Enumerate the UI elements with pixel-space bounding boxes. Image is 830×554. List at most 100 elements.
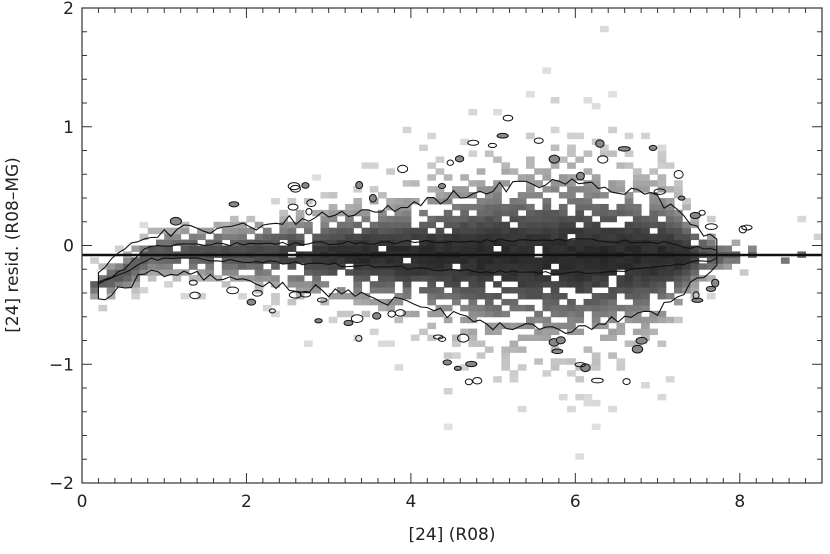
density-cell — [427, 293, 437, 300]
density-cell — [180, 227, 190, 235]
density-cell — [526, 221, 535, 229]
density-cell — [328, 293, 338, 300]
density-cell — [254, 239, 264, 246]
density-cell — [336, 239, 346, 246]
density-cell — [279, 257, 289, 264]
density-cell — [476, 263, 486, 270]
density-cell — [394, 269, 404, 276]
density-cell — [279, 209, 289, 217]
density-cell — [509, 298, 519, 306]
density-cell — [493, 293, 502, 300]
density-cell — [567, 186, 576, 193]
density-cell — [649, 168, 659, 175]
density-cell — [600, 322, 609, 330]
density-cell — [493, 263, 502, 270]
density-cell — [378, 192, 387, 199]
density-cell — [542, 174, 552, 181]
density-cell — [394, 203, 404, 211]
density-cell — [567, 310, 576, 318]
density-cell — [304, 269, 313, 276]
density-cell — [427, 215, 437, 223]
density-cell — [665, 263, 675, 270]
density-cell — [641, 281, 650, 288]
density-cell — [402, 269, 412, 276]
contour-island — [622, 378, 631, 385]
density-cell — [484, 263, 494, 270]
density-cell — [312, 263, 321, 270]
density-cell — [665, 227, 675, 235]
density-cell — [517, 203, 527, 211]
density-cell — [600, 293, 609, 300]
density-cell — [501, 275, 511, 282]
density-cell — [493, 310, 502, 318]
density-cell — [509, 340, 519, 347]
density-cell — [312, 174, 321, 181]
density-cell — [509, 346, 519, 353]
density-cell — [575, 156, 585, 163]
density-cell — [591, 209, 601, 217]
density-cell — [460, 257, 469, 264]
density-cell — [328, 257, 338, 264]
density-cell — [238, 221, 247, 229]
density-cell — [221, 245, 231, 252]
density-cell — [279, 215, 289, 223]
density-cell — [591, 281, 601, 288]
density-cell — [369, 287, 379, 294]
density-cell — [517, 245, 527, 252]
density-cell — [608, 257, 617, 264]
density-cell — [287, 233, 297, 241]
density-cell — [320, 192, 330, 199]
density-cell — [542, 275, 552, 282]
density-cell — [452, 192, 461, 199]
density-cell — [624, 263, 634, 270]
density-cell — [254, 233, 264, 241]
density-cell — [616, 162, 626, 169]
density-cell — [90, 257, 99, 264]
density-cell — [641, 221, 650, 229]
density-cell — [386, 304, 395, 312]
density-cell — [517, 263, 527, 270]
contour-island — [472, 377, 483, 385]
density-cell — [361, 257, 371, 264]
density-cell — [567, 192, 576, 199]
density-cell — [624, 192, 634, 199]
density-cell — [493, 221, 502, 229]
density-cell — [262, 257, 272, 264]
density-cell — [410, 269, 420, 276]
density-cell — [172, 269, 182, 276]
density-cell — [542, 233, 552, 241]
density-cell — [583, 298, 593, 306]
density-cell — [657, 275, 667, 282]
density-cell — [353, 287, 363, 294]
density-cell — [641, 382, 650, 389]
density-cell — [279, 227, 289, 235]
contour-island — [464, 378, 473, 386]
density-cell — [608, 304, 617, 312]
density-cell — [131, 293, 141, 300]
density-cell — [443, 209, 453, 217]
density-cell — [567, 263, 576, 270]
density-cell — [649, 310, 659, 318]
density-cell — [657, 316, 667, 324]
density-cell — [230, 215, 239, 223]
density-cell — [517, 221, 527, 229]
density-cell — [558, 269, 568, 276]
density-cell — [443, 263, 453, 270]
density-cell — [600, 257, 609, 264]
density-cells — [90, 25, 822, 460]
density-cell — [526, 192, 535, 199]
density-cell — [534, 287, 543, 294]
density-cell — [320, 263, 330, 270]
density-cell — [657, 287, 667, 294]
density-cell — [583, 180, 593, 187]
density-cell — [542, 257, 552, 264]
density-cell — [509, 245, 519, 252]
density-cell — [780, 257, 790, 264]
density-cell — [690, 263, 700, 270]
density-cell — [427, 132, 437, 140]
density-cell — [600, 144, 609, 151]
density-cell — [468, 316, 478, 324]
density-cell — [600, 275, 609, 282]
density-cell — [591, 227, 601, 235]
density-cell — [427, 198, 437, 205]
